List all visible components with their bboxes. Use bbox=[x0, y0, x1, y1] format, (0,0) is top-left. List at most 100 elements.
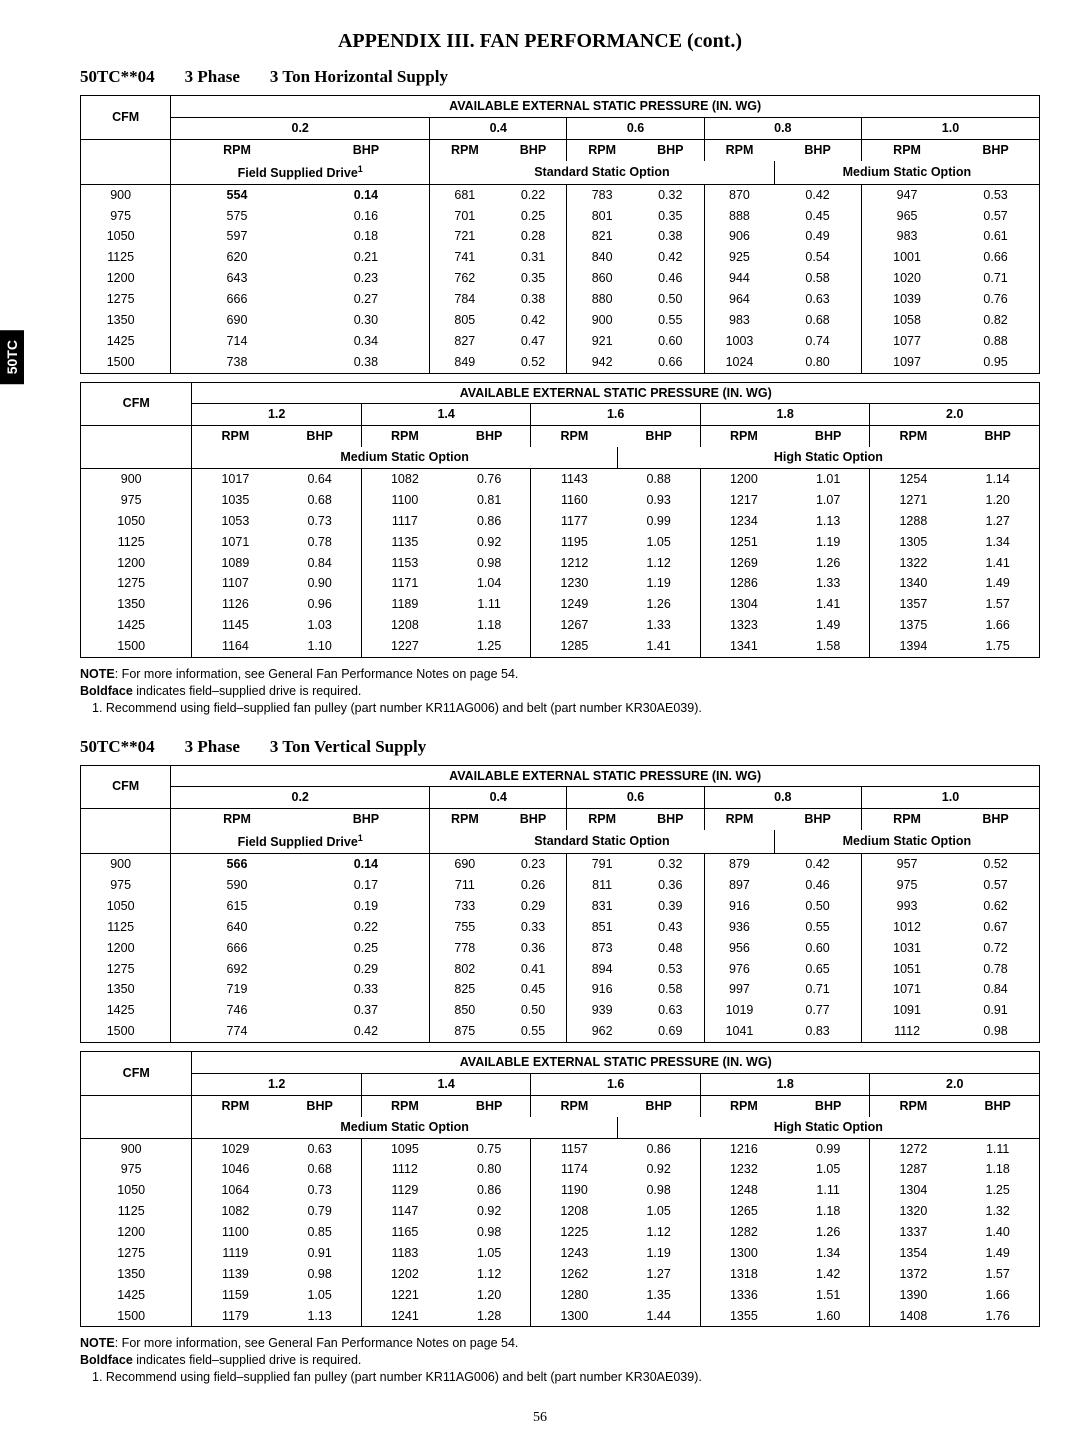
data-cell: 590 bbox=[171, 875, 303, 896]
data-cell: 0.98 bbox=[952, 1021, 1039, 1042]
data-cell: 0.41 bbox=[500, 959, 567, 980]
data-cell: 721 bbox=[430, 226, 500, 247]
data-cell: 1082 bbox=[192, 1201, 278, 1222]
data-cell: 0.16 bbox=[303, 206, 430, 227]
heading-part: 3 Ton Vertical Supply bbox=[270, 737, 426, 756]
data-cell: 1174 bbox=[531, 1159, 617, 1180]
data-cell: 0.65 bbox=[774, 959, 861, 980]
data-cell: 0.88 bbox=[952, 331, 1039, 352]
data-cell: 0.26 bbox=[500, 875, 567, 896]
data-cell: 1262 bbox=[531, 1264, 617, 1285]
data-cell: 827 bbox=[430, 331, 500, 352]
data-cell: 1157 bbox=[531, 1138, 617, 1159]
data-cell: 1012 bbox=[861, 917, 952, 938]
data-cell: 0.78 bbox=[952, 959, 1039, 980]
data-cell: 1.42 bbox=[787, 1264, 870, 1285]
data-cell: 711 bbox=[430, 875, 500, 896]
cfm-cell: 975 bbox=[81, 1159, 192, 1180]
data-cell: 0.73 bbox=[278, 1180, 361, 1201]
data-cell: 870 bbox=[704, 184, 774, 205]
subcol-bhp: BHP bbox=[617, 1095, 700, 1116]
col-cfm: CFM bbox=[81, 382, 192, 426]
data-cell: 575 bbox=[171, 206, 303, 227]
content-area: 50TC**043 Phase3 Ton Horizontal SupplyCF… bbox=[80, 67, 1040, 1386]
subcol-rpm: RPM bbox=[361, 426, 447, 447]
cfm-cell: 1200 bbox=[81, 938, 171, 959]
fan-performance-table: CFMAVAILABLE EXTERNAL STATIC PRESSURE (I… bbox=[80, 765, 1040, 1044]
data-cell: 0.95 bbox=[952, 352, 1039, 373]
option-label: Field Supplied Drive1 bbox=[171, 161, 430, 185]
spacer bbox=[81, 447, 192, 468]
data-cell: 0.58 bbox=[774, 268, 861, 289]
subcol-bhp: BHP bbox=[952, 139, 1039, 160]
data-cell: 0.64 bbox=[278, 469, 361, 490]
data-cell: 0.78 bbox=[278, 532, 361, 553]
data-cell: 0.43 bbox=[637, 917, 704, 938]
data-cell: 1254 bbox=[870, 469, 956, 490]
data-cell: 1.32 bbox=[956, 1201, 1039, 1222]
data-cell: 1234 bbox=[700, 511, 786, 532]
data-cell: 1189 bbox=[361, 594, 447, 615]
cfm-cell: 900 bbox=[81, 184, 171, 205]
data-cell: 1.35 bbox=[617, 1285, 700, 1306]
data-cell: 1160 bbox=[531, 490, 617, 511]
spacer bbox=[81, 139, 171, 160]
data-cell: 0.98 bbox=[448, 1222, 531, 1243]
data-cell: 1147 bbox=[361, 1201, 447, 1222]
data-cell: 1.07 bbox=[787, 490, 870, 511]
subcol-bhp: BHP bbox=[952, 809, 1039, 830]
data-cell: 975 bbox=[861, 875, 952, 896]
data-cell: 840 bbox=[567, 247, 637, 268]
data-cell: 0.45 bbox=[774, 206, 861, 227]
cfm-cell: 1425 bbox=[81, 1285, 192, 1306]
data-cell: 964 bbox=[704, 289, 774, 310]
group-header: AVAILABLE EXTERNAL STATIC PRESSURE (IN. … bbox=[192, 1052, 1040, 1074]
data-cell: 1082 bbox=[361, 469, 447, 490]
data-cell: 1216 bbox=[700, 1138, 786, 1159]
data-cell: 1208 bbox=[531, 1201, 617, 1222]
subcol-bhp: BHP bbox=[774, 139, 861, 160]
data-cell: 1.19 bbox=[787, 532, 870, 553]
data-cell: 1031 bbox=[861, 938, 952, 959]
data-cell: 1.18 bbox=[787, 1201, 870, 1222]
data-cell: 0.93 bbox=[617, 490, 700, 511]
data-cell: 0.71 bbox=[952, 268, 1039, 289]
data-cell: 1232 bbox=[700, 1159, 786, 1180]
data-cell: 1095 bbox=[361, 1138, 447, 1159]
subcol-rpm: RPM bbox=[361, 1095, 447, 1116]
subcol-rpm: RPM bbox=[700, 1095, 786, 1116]
subcol-rpm: RPM bbox=[861, 809, 952, 830]
subcol-rpm: RPM bbox=[430, 809, 500, 830]
heading-part: 3 Phase bbox=[185, 737, 240, 756]
data-cell: 0.84 bbox=[952, 979, 1039, 1000]
data-cell: 0.49 bbox=[774, 226, 861, 247]
data-cell: 897 bbox=[704, 875, 774, 896]
data-cell: 1251 bbox=[700, 532, 786, 553]
notes-block: NOTE: For more information, see General … bbox=[80, 1335, 1040, 1386]
data-cell: 0.60 bbox=[774, 938, 861, 959]
data-cell: 802 bbox=[430, 959, 500, 980]
data-cell: 0.50 bbox=[500, 1000, 567, 1021]
data-cell: 939 bbox=[567, 1000, 637, 1021]
cfm-cell: 1350 bbox=[81, 1264, 192, 1285]
data-cell: 916 bbox=[567, 979, 637, 1000]
data-cell: 0.83 bbox=[774, 1021, 861, 1042]
pressure-col: 0.8 bbox=[704, 787, 861, 809]
data-cell: 0.36 bbox=[500, 938, 567, 959]
subcol-rpm: RPM bbox=[870, 1095, 956, 1116]
cfm-cell: 1125 bbox=[81, 532, 192, 553]
cfm-cell: 1425 bbox=[81, 615, 192, 636]
data-cell: 1046 bbox=[192, 1159, 278, 1180]
col-cfm: CFM bbox=[81, 1052, 192, 1096]
subcol-rpm: RPM bbox=[704, 139, 774, 160]
data-cell: 0.39 bbox=[637, 896, 704, 917]
data-cell: 1071 bbox=[192, 532, 278, 553]
data-cell: 0.19 bbox=[303, 896, 430, 917]
data-cell: 1322 bbox=[870, 553, 956, 574]
pressure-col: 2.0 bbox=[870, 404, 1040, 426]
pressure-col: 1.6 bbox=[531, 404, 701, 426]
data-cell: 0.68 bbox=[774, 310, 861, 331]
data-cell: 1300 bbox=[531, 1306, 617, 1327]
data-cell: 0.38 bbox=[303, 352, 430, 373]
note-line: 1. Recommend using field–supplied fan pu… bbox=[80, 700, 1040, 717]
